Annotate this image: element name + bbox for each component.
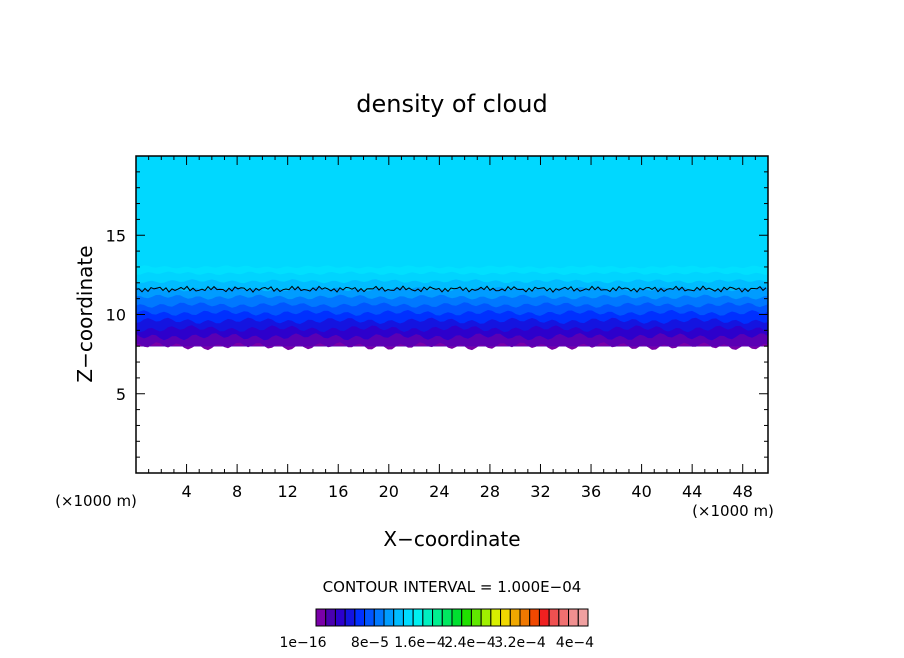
colorbar-swatch: [334, 608, 346, 627]
y-axis-label: Z−coordinate: [73, 245, 97, 382]
colorbar: 1e−16 8e−5 1.6e−42.4e−43.2e−4 4e−4: [279, 608, 594, 651]
colorbar-swatch: [412, 608, 424, 627]
contour-line: [135, 285, 767, 293]
colorbar-swatch: [568, 608, 579, 627]
x-tick-label: 36: [581, 482, 601, 501]
colorbar-swatch: [577, 608, 589, 627]
colorbar-swatch: [315, 608, 327, 627]
colorbar-swatch: [354, 608, 366, 627]
plot-area: [135, 156, 768, 351]
x-tick-label: 28: [480, 482, 500, 501]
colorbar-swatch: [519, 608, 531, 627]
x-tick-label: 24: [429, 482, 449, 501]
colorbar-swatch: [538, 608, 550, 627]
x-tick-label: 20: [379, 482, 399, 501]
colorbar-swatch: [393, 608, 404, 627]
colorbar-swatch: [373, 608, 385, 627]
x-tick-label: 32: [530, 482, 550, 501]
colorbar-swatch: [480, 608, 492, 627]
colorbar-swatch: [461, 608, 472, 627]
colorbar-label: 1e−16: [279, 635, 326, 651]
colorbar-swatch: [441, 608, 453, 627]
x-tick-label: 40: [631, 482, 651, 501]
x-tick-label: 4: [181, 482, 191, 501]
colorbar-swatch: [558, 608, 570, 627]
cloud-band: [136, 333, 768, 347]
colorbar-swatch: [548, 608, 560, 627]
colorbar-swatch: [325, 608, 336, 627]
colorbar-swatch: [344, 608, 356, 627]
x-unit-label: (×1000 m): [55, 492, 137, 510]
colorbar-swatch: [529, 608, 540, 627]
x-unit-label-right: (×1000 m): [692, 502, 774, 520]
colorbar-label: 4e−4: [556, 635, 594, 651]
colorbar-label: 1.6e−4: [394, 635, 446, 651]
colorbar-swatch: [470, 608, 482, 627]
x-tick-label: 16: [328, 482, 348, 501]
x-axis-label: X−coordinate: [383, 527, 520, 551]
colorbar-swatch: [383, 608, 395, 627]
colorbar-label: 3.2e−4: [494, 635, 546, 651]
y-tick-label: 15: [106, 226, 126, 245]
colorbar-swatch: [422, 608, 434, 627]
colorbar-swatch: [490, 608, 502, 627]
x-tick-label: 12: [278, 482, 298, 501]
colorbar-label: 8e−5: [351, 635, 389, 651]
colorbar-swatch: [451, 608, 463, 627]
cloud-band: [136, 342, 768, 351]
x-tick-label: 44: [682, 482, 702, 501]
colorbar-swatch: [402, 608, 414, 627]
y-tick-label: 10: [106, 306, 126, 325]
colorbar-swatch: [500, 608, 511, 627]
colorbar-label: 2.4e−4: [444, 635, 496, 651]
y-tick-label: 5: [116, 385, 126, 404]
contour-interval-label: CONTOUR INTERVAL = 1.000E−04: [323, 578, 582, 596]
chart-title: density of cloud: [356, 90, 547, 118]
colorbar-swatch: [432, 608, 443, 627]
colorbar-swatch: [509, 608, 521, 627]
colorbar-swatch: [364, 608, 375, 627]
x-tick-label: 8: [232, 482, 242, 501]
x-tick-label: 48: [733, 482, 753, 501]
